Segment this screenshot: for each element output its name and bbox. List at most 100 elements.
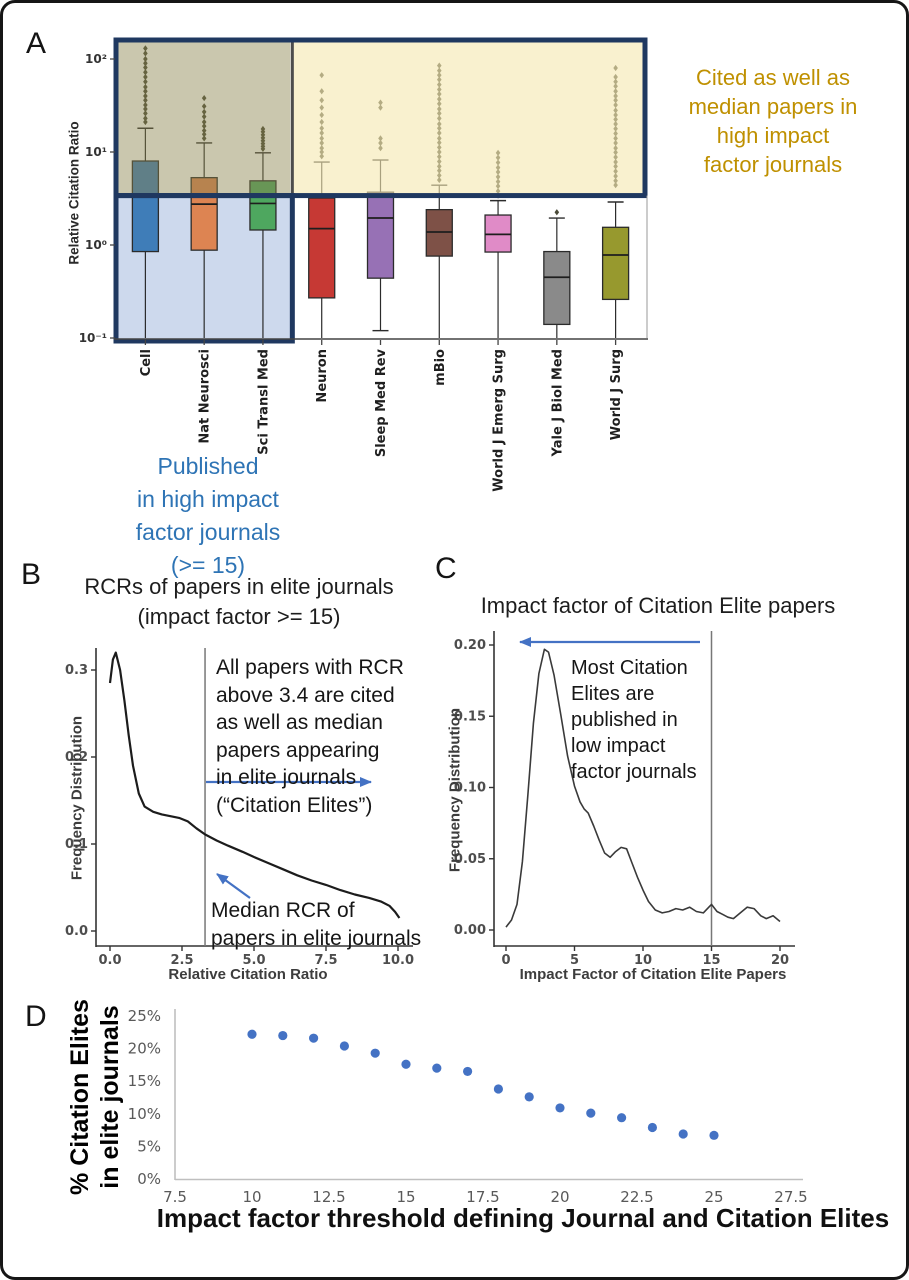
d-xtick-label: 17.5 <box>466 1188 499 1206</box>
outlier-diamond <box>554 209 560 216</box>
annotation-line: factor journals <box>135 519 281 545</box>
panel-d-scatter: 0% 5% 10% 15% 20% 25% 7.5 10 12.5 15 17.5 20 22.5 25 2… <box>128 1007 808 1206</box>
panel-b-density: 0.0 0.1 0.2 0.3 0.0 2.5 5.0 7.5 10.0 <box>65 648 414 968</box>
a-xtick-label: Sleep Med Rev <box>374 348 389 457</box>
annotation-line: high impact <box>716 123 830 148</box>
outlier-diamond <box>143 50 148 57</box>
outlier-diamond <box>143 118 148 126</box>
d-data-point <box>432 1063 442 1073</box>
outlier-diamond <box>143 69 148 76</box>
d-xtick-label: 10 <box>242 1188 261 1206</box>
panel-b-title-line1: RCRs of papers in elite journals <box>84 574 394 599</box>
c-xtick-label: 15 <box>702 953 720 968</box>
panel-b-letter: B <box>21 558 42 591</box>
annotation-citation-elites: All papers with RCR above 3.4 are cited … <box>216 654 404 819</box>
panel-b-title: RCRs of papers in elite journals (impact… <box>39 572 439 632</box>
b-ytick-label: 0.1 <box>65 837 88 852</box>
d-ytick-label: 0% <box>137 1170 161 1188</box>
annotation-cited-as-well: Cited as well as median papers in high i… <box>653 63 893 179</box>
annotation-line: papers in elite journals <box>211 926 422 950</box>
panel-a-letter: A <box>26 27 47 60</box>
d-ytick-label: 25% <box>128 1007 161 1025</box>
d-data-point <box>586 1108 596 1118</box>
outlier-diamond <box>143 64 148 71</box>
outlier-diamond <box>143 110 148 117</box>
panel-b-ylabel: Frequency Distribution <box>68 715 86 881</box>
annotation-line: (“Citation Elites”) <box>216 793 373 817</box>
annotation-line: papers appearing <box>216 738 380 762</box>
box-sci-transl-med <box>249 125 277 338</box>
outlier-diamond <box>201 113 207 120</box>
outlier-diamond <box>143 83 148 91</box>
panel-b-title-line2: (impact factor >= 15) <box>137 604 341 629</box>
b-xtick-label: 7.5 <box>314 953 337 968</box>
annotation-line: as well as median <box>216 711 383 734</box>
b-xtick-label: 10.0 <box>382 953 414 968</box>
d-data-point <box>617 1113 627 1123</box>
outlier-diamond <box>143 115 148 122</box>
d-data-point <box>463 1066 473 1077</box>
d-ytick-label: 15% <box>128 1072 161 1090</box>
c-xtick-label: 10 <box>634 953 652 968</box>
panel-c-title: Impact factor of Citation Elite papers <box>480 593 836 618</box>
a-xtick-label: Sci Transl Med <box>256 349 271 455</box>
panel-d-ylabel-line1: % Citation Elites <box>66 999 94 1195</box>
panel-d-ylabel: % Citation Elites in elite journals <box>65 999 125 1195</box>
annotation-most-citation-elites: Most Citation Elites are published in lo… <box>571 655 697 785</box>
annotation-line: factor journals <box>703 152 843 177</box>
a-ytick-label: 10⁻¹ <box>79 331 107 345</box>
outlier-diamond <box>201 118 207 126</box>
panel-c-letter: C <box>435 552 457 585</box>
annotation-line: Median RCR of <box>211 899 355 922</box>
d-xtick-label: 22.5 <box>620 1188 653 1206</box>
panel-c-density: 0.00 0.05 0.10 0.15 0.20 0 5 10 15 20 <box>454 631 795 968</box>
a-ytick-label: 10² <box>85 52 107 66</box>
d-data-point <box>309 1033 319 1043</box>
c-xtick-label: 0 <box>501 953 510 968</box>
outlier-diamond <box>143 88 148 95</box>
b-ytick-label: 0.3 <box>65 663 88 678</box>
annotation-line: Cited as well as <box>695 65 851 90</box>
annotation-line: published in <box>571 709 678 731</box>
outlier-diamond <box>201 127 207 134</box>
annotation-line: Most Citation <box>571 657 688 679</box>
c-ytick-label: 0.20 <box>454 638 486 653</box>
d-data-point <box>401 1059 411 1069</box>
a-ytick-label: 10⁰ <box>85 238 107 252</box>
outlier-diamond <box>143 105 148 113</box>
d-data-point <box>647 1122 658 1133</box>
outlier-diamond <box>201 103 207 110</box>
box-cell <box>131 45 160 338</box>
outlier-diamond <box>143 60 148 67</box>
panel-d-xlabel: Impact factor threshold defining Journal… <box>156 1203 890 1233</box>
d-xtick-label: 7.5 <box>163 1188 187 1206</box>
d-data-point <box>524 1092 534 1102</box>
a-xtick-label: World J Surg <box>609 349 624 440</box>
d-xtick-label: 27.5 <box>774 1188 807 1206</box>
annotation-line: factor journals <box>571 761 697 783</box>
c-ytick-label: 0.00 <box>454 923 486 938</box>
a-xtick-label: mBio <box>433 349 448 386</box>
c-curve <box>505 648 781 928</box>
outlier-diamond <box>201 108 207 115</box>
a-xtick-label: Nat Neurosci <box>198 349 213 444</box>
d-data-point <box>370 1048 380 1058</box>
a-xtick-label: Yale J Biol Med <box>550 349 565 458</box>
outlier-diamond <box>201 122 207 130</box>
d-data-point <box>339 1041 349 1051</box>
b-xtick-label: 5.0 <box>242 953 265 968</box>
d-xtick-label: 25 <box>704 1188 723 1206</box>
panel-c-ylabel: Frequency Distribution <box>446 707 464 873</box>
c-ytick-label: 0.05 <box>454 852 486 867</box>
annotation-line: Published <box>157 453 259 479</box>
d-xtick-label: 20 <box>550 1188 569 1206</box>
annotation-line: median papers in <box>688 94 858 119</box>
outlier-diamond <box>201 135 207 142</box>
median-rcr-arrow <box>216 873 251 899</box>
outlier-diamond <box>143 101 148 109</box>
panel-a-boxplot: 10² 10¹ 10⁰ 10⁻¹ Cell Nat Neurosci Sci Transl … <box>79 37 648 492</box>
c-ytick-label: 0.15 <box>454 709 486 724</box>
annotation-line: All papers with RCR <box>216 656 404 679</box>
annotation-line: in high impact <box>137 486 279 512</box>
